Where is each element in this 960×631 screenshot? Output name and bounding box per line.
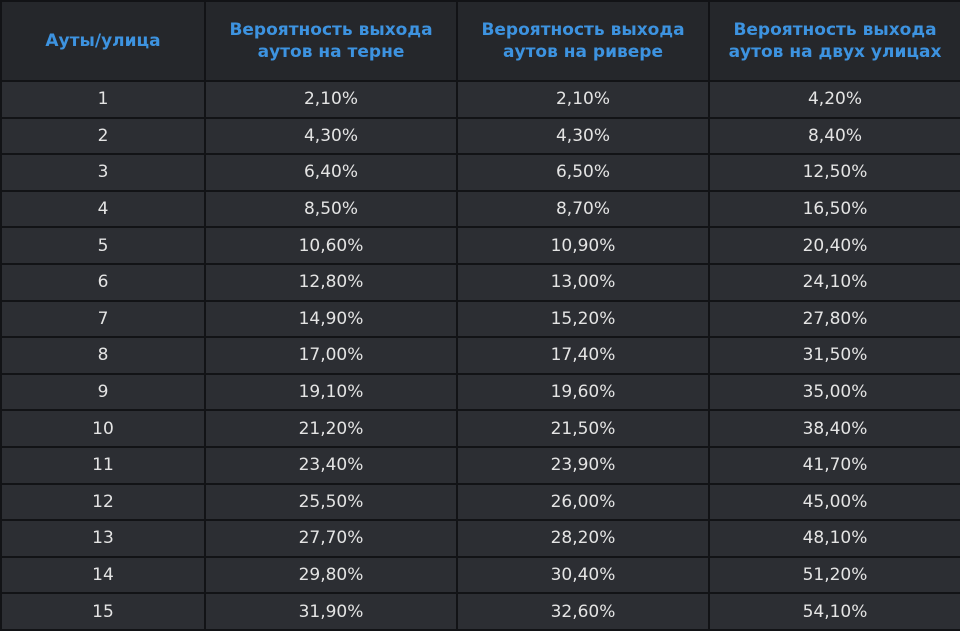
table-row: 2 4,30% 4,30% 8,40%	[0, 116, 960, 156]
table-row: 1 2,10% 2,10% 4,20%	[0, 80, 960, 119]
table-cell: 3	[0, 153, 206, 192]
table-row: 13 27,70% 28,20% 48,10%	[0, 519, 960, 558]
table-cell: 21,20%	[204, 409, 458, 448]
table-cell: 4,20%	[708, 80, 960, 119]
table-cell: 32,60%	[456, 592, 710, 631]
table-cell: 19,10%	[204, 372, 458, 412]
table-cell: 12	[0, 482, 206, 522]
table-cell: 27,70%	[204, 519, 458, 558]
table-cell: 15	[0, 592, 206, 631]
table-row: 11 23,40% 23,90% 41,70%	[0, 445, 960, 485]
table-cell: 14,90%	[204, 299, 458, 339]
table-cell: 13	[0, 519, 206, 558]
table-cell: 19,60%	[456, 372, 710, 412]
table-cell: 6,50%	[456, 153, 710, 192]
table-row: 4 8,50% 8,70% 16,50%	[0, 189, 960, 229]
table-cell: 48,10%	[708, 519, 960, 558]
header-row: Ауты/улица Вероятность выхода аутов на те…	[0, 0, 960, 82]
table-body: 1 2,10% 2,10% 4,20% 2 4,30% 4,30% 8,40% 3 6,40% 6,…	[0, 80, 960, 631]
table-cell: 23,40%	[204, 445, 458, 485]
table-cell: 5	[0, 226, 206, 265]
table-cell: 13,00%	[456, 262, 710, 302]
table-cell: 21,50%	[456, 409, 710, 448]
table-cell: 17,00%	[204, 336, 458, 375]
table-cell: 10,90%	[456, 226, 710, 265]
table-cell: 20,40%	[708, 226, 960, 265]
table-cell: 31,50%	[708, 336, 960, 375]
table-cell: 24,10%	[708, 262, 960, 302]
table-row: 9 19,10% 19,60% 35,00%	[0, 372, 960, 412]
table-cell: 12,50%	[708, 153, 960, 192]
table-row: 7 14,90% 15,20% 27,80%	[0, 299, 960, 339]
table-cell: 9	[0, 372, 206, 412]
table-cell: 6,40%	[204, 153, 458, 192]
table-row: 3 6,40% 6,50% 12,50%	[0, 153, 960, 192]
header-cell: Вероятность выхода аутов на двух улицах	[708, 0, 960, 82]
table-row: 10 21,20% 21,50% 38,40%	[0, 409, 960, 448]
table-cell: 30,40%	[456, 555, 710, 595]
header-cell: Вероятность выхода аутов на ривере	[456, 0, 710, 82]
table-row: 5 10,60% 10,90% 20,40%	[0, 226, 960, 265]
table-cell: 8,40%	[708, 116, 960, 156]
table-cell: 4	[0, 189, 206, 229]
table-cell: 1	[0, 80, 206, 119]
table-cell: 12,80%	[204, 262, 458, 302]
table-cell: 51,20%	[708, 555, 960, 595]
table-cell: 14	[0, 555, 206, 595]
table-cell: 25,50%	[204, 482, 458, 522]
table-cell: 11	[0, 445, 206, 485]
table-cell: 45,00%	[708, 482, 960, 522]
table-cell: 31,90%	[204, 592, 458, 631]
table-cell: 6	[0, 262, 206, 302]
table-cell: 2,10%	[456, 80, 710, 119]
header-cell: Ауты/улица	[0, 0, 206, 82]
table-cell: 4,30%	[456, 116, 710, 156]
table-row: 12 25,50% 26,00% 45,00%	[0, 482, 960, 522]
table-cell: 41,70%	[708, 445, 960, 485]
table-cell: 23,90%	[456, 445, 710, 485]
table-cell: 2	[0, 116, 206, 156]
table-cell: 35,00%	[708, 372, 960, 412]
table-cell: 8,50%	[204, 189, 458, 229]
table-cell: 7	[0, 299, 206, 339]
table-cell: 38,40%	[708, 409, 960, 448]
table-cell: 27,80%	[708, 299, 960, 339]
table-row: 8 17,00% 17,40% 31,50%	[0, 336, 960, 375]
table-row: 15 31,90% 32,60% 54,10%	[0, 592, 960, 631]
table-cell: 2,10%	[204, 80, 458, 119]
table-cell: 15,20%	[456, 299, 710, 339]
table-cell: 8,70%	[456, 189, 710, 229]
table-cell: 17,40%	[456, 336, 710, 375]
table-row: 14 29,80% 30,40% 51,20%	[0, 555, 960, 595]
table-row: 6 12,80% 13,00% 24,10%	[0, 262, 960, 302]
header-cell: Вероятность выхода аутов на терне	[204, 0, 458, 82]
table-cell: 4,30%	[204, 116, 458, 156]
table-cell: 10	[0, 409, 206, 448]
table-cell: 10,60%	[204, 226, 458, 265]
table-cell: 29,80%	[204, 555, 458, 595]
table-cell: 26,00%	[456, 482, 710, 522]
table-cell: 28,20%	[456, 519, 710, 558]
table-cell: 16,50%	[708, 189, 960, 229]
table-cell: 54,10%	[708, 592, 960, 631]
table-cell: 8	[0, 336, 206, 375]
